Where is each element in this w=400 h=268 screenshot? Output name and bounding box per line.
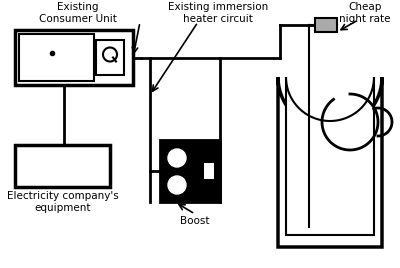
Polygon shape [286,77,374,235]
Polygon shape [278,77,382,247]
Bar [15,30,133,85]
Text: Boost: Boost [180,216,210,226]
Bar [15,145,110,187]
Text: Existing
Consumer Unit: Existing Consumer Unit [39,2,117,24]
Bar [96,40,124,75]
Text: Electricity company's
equipment: Electricity company's equipment [7,191,118,213]
Text: Cheap
night rate: Cheap night rate [339,2,391,24]
Circle shape [168,176,186,194]
Bar [315,18,337,32]
Bar [19,34,94,81]
Bar [160,140,220,202]
Circle shape [168,149,186,167]
Bar [204,163,214,179]
Text: Existing immersion
heater circuit: Existing immersion heater circuit [168,2,268,24]
